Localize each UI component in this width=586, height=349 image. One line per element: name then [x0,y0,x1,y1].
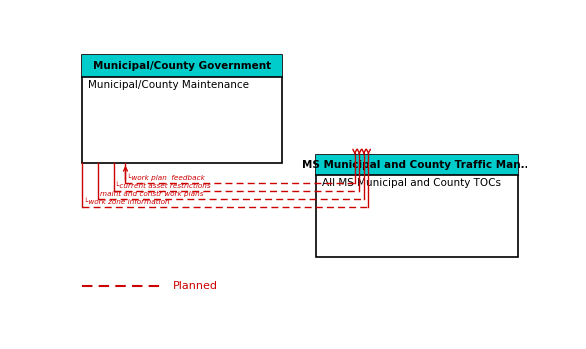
Text: └work plan  feedback: └work plan feedback [127,173,205,181]
Bar [82,55,282,77]
Bar [82,55,282,163]
Bar [316,155,518,175]
Text: └current asset restrictions: └current asset restrictions [115,183,211,189]
Text: Planned: Planned [173,281,218,291]
Bar [316,155,518,257]
Text: Municipal/County Government: Municipal/County Government [93,61,271,71]
Text: Municipal/County Maintenance: Municipal/County Maintenance [88,80,249,90]
Text: All MS Municipal and County TOCs: All MS Municipal and County TOCs [322,178,500,188]
Text: └work zone information: └work zone information [84,199,169,205]
Text: MS Municipal and County Traffic Man...: MS Municipal and County Traffic Man... [302,160,533,170]
Text: maint and constr work plans: maint and constr work plans [100,191,203,197]
